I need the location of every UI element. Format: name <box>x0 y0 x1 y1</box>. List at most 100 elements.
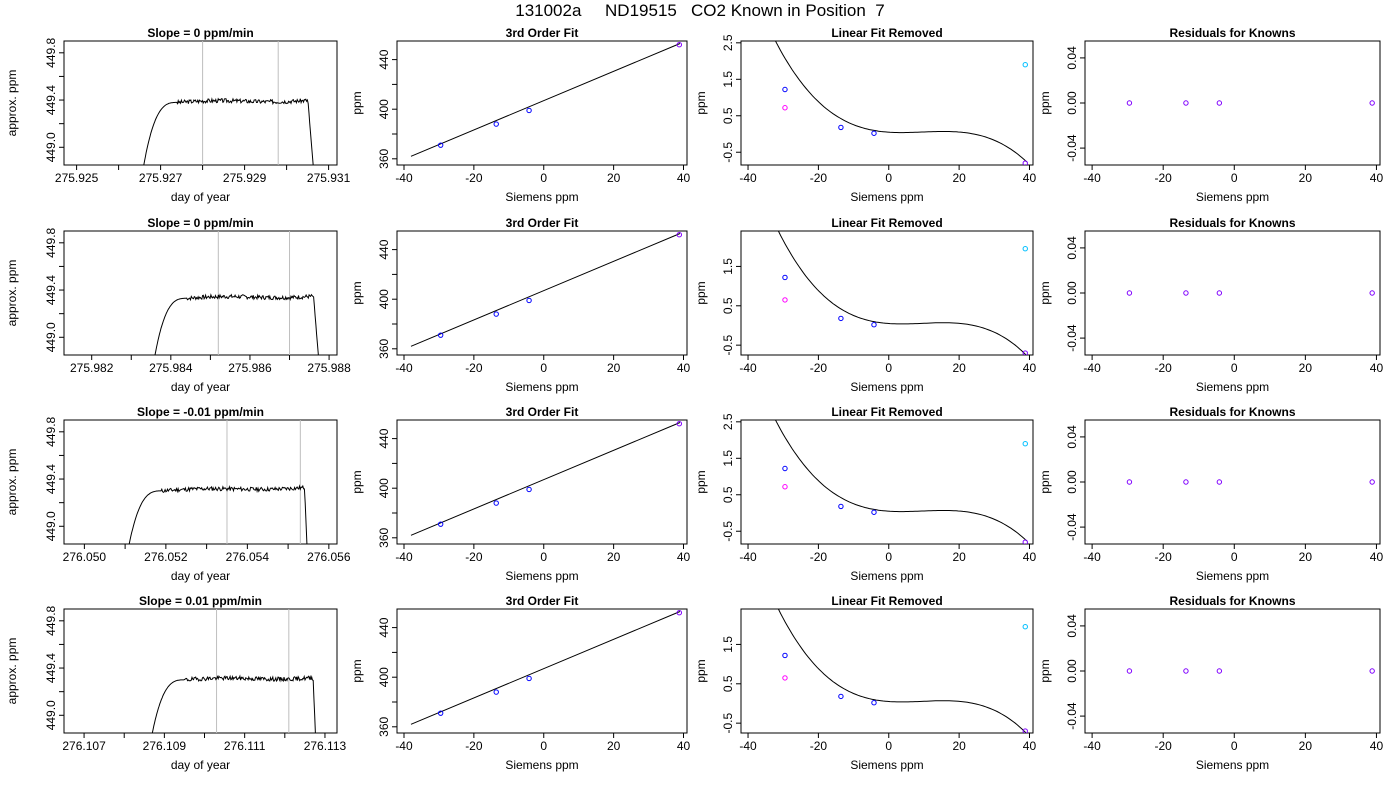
x-tick-label: 40 <box>1023 361 1037 375</box>
x-tick-label: 276.050 <box>63 550 107 564</box>
y-tick-label: 1.5 <box>721 71 735 88</box>
y-axis-label: ppm <box>350 659 364 682</box>
data-point <box>526 486 532 493</box>
x-tick-label: 40 <box>1023 171 1037 185</box>
y-tick-label: -0.5 <box>721 521 735 542</box>
data-point <box>838 503 844 510</box>
y-tick-label: 0.00 <box>1065 470 1079 494</box>
x-tick-label: 0 <box>885 550 892 564</box>
x-tick-label: 40 <box>1370 739 1384 753</box>
y-tick-label: 400 <box>377 478 391 498</box>
plot-frame <box>1084 40 1381 166</box>
x-tick-label: 40 <box>1023 739 1037 753</box>
plot-area <box>777 231 1028 355</box>
x-tick-label: 0 <box>540 171 547 185</box>
y-tick-label: 0.00 <box>1065 659 1079 683</box>
plot-area <box>410 232 683 347</box>
plot-frame <box>396 419 688 545</box>
y-tick-label: 449.8 <box>44 416 58 446</box>
y-axis-label: ppm <box>1038 91 1052 114</box>
y-tick-label: 449.8 <box>44 605 58 635</box>
plot-frame <box>396 608 688 734</box>
panel-title: 3rd Order Fit <box>506 216 579 230</box>
x-axis-label: Siemens ppm <box>1196 569 1269 583</box>
x-tick-label: -20 <box>810 739 828 753</box>
x-axis-label: day of year <box>171 569 230 583</box>
data-point <box>782 105 788 111</box>
x-axis-label: Siemens ppm <box>850 569 923 583</box>
panel-1-3: Linear Fit Removed -40 -20 0 20 40 -0.5 0.5 1.5 2… <box>694 26 1037 204</box>
x-tick-label: 20 <box>607 171 621 185</box>
data-point <box>437 521 444 527</box>
panel-title: 3rd Order Fit <box>506 26 579 40</box>
data-point <box>871 699 877 706</box>
y-tick-label: 440 <box>377 49 391 69</box>
panel-title: Linear Fit Removed <box>831 594 942 608</box>
x-tick-label: 276.111 <box>224 739 266 753</box>
data-point <box>1369 100 1375 106</box>
y-axis-label: approx. ppm <box>5 449 19 516</box>
data-point <box>1369 668 1375 674</box>
y-tick-label: 2.5 <box>721 34 735 51</box>
y-tick-label: -0.04 <box>1065 702 1079 730</box>
x-tick-label: 20 <box>952 739 966 753</box>
plot-area <box>774 41 1028 165</box>
y-tick-label: 0.04 <box>1065 614 1079 638</box>
x-tick-label: 0 <box>885 361 892 375</box>
data-point <box>437 332 444 338</box>
x-axis-label: Siemens ppm <box>505 569 578 583</box>
x-tick-label: 275.986 <box>228 361 272 375</box>
fit-line <box>410 43 681 157</box>
y-tick-label: -0.5 <box>721 712 735 733</box>
plot-frame <box>740 419 1034 545</box>
data-point <box>871 509 877 515</box>
x-tick-label: 275.984 <box>149 361 193 375</box>
data-point <box>1183 290 1189 296</box>
x-tick-label: 40 <box>1370 171 1384 185</box>
x-tick-label: -40 <box>395 739 413 753</box>
y-tick-label: 449.4 <box>44 85 58 115</box>
x-tick-label: 276.056 <box>307 550 351 564</box>
data-trace <box>128 484 308 544</box>
x-tick-label: -40 <box>739 550 757 564</box>
y-tick-label: 440 <box>377 239 391 259</box>
data-point <box>1022 160 1028 165</box>
data-point <box>782 465 788 472</box>
y-tick-label: 449.0 <box>44 700 58 730</box>
panel-title: Residuals for Knowns <box>1169 594 1295 608</box>
y-tick-label: -0.04 <box>1065 324 1079 352</box>
y-tick-label: -0.5 <box>721 142 735 163</box>
y-axis-label: ppm <box>694 281 708 304</box>
data-point <box>782 675 788 681</box>
x-tick-label: 20 <box>1299 171 1313 185</box>
x-tick-label: 275.982 <box>70 361 114 375</box>
panel-4-1: Slope = 0.01 ppm/min 276.107 276.109 276.11… <box>5 594 347 772</box>
x-tick-label: 20 <box>607 550 621 564</box>
y-tick-label: 400 <box>377 667 391 687</box>
x-axis-label: Siemens ppm <box>1196 190 1269 204</box>
plot-area <box>774 420 1028 544</box>
y-axis-label: approx. ppm <box>5 70 19 137</box>
data-point <box>838 315 844 322</box>
x-tick-label: 0 <box>1231 739 1238 753</box>
data-point <box>1022 539 1028 544</box>
y-axis-label: approx. ppm <box>5 260 19 327</box>
data-point <box>1183 479 1189 485</box>
panel-title: 3rd Order Fit <box>506 405 579 419</box>
y-tick-label: 1.5 <box>721 636 735 653</box>
data-point <box>1022 624 1028 630</box>
data-point <box>676 610 683 616</box>
x-axis-label: Siemens ppm <box>1196 380 1269 394</box>
data-point <box>676 232 683 238</box>
data-point <box>493 121 499 127</box>
data-point <box>1216 290 1223 296</box>
y-axis-label: approx. ppm <box>5 638 19 705</box>
plot-area <box>410 610 683 725</box>
x-axis-label: Siemens ppm <box>850 758 923 772</box>
x-tick-label: 40 <box>677 550 691 564</box>
plot-area <box>777 609 1028 733</box>
y-tick-label: 0.00 <box>1065 281 1079 305</box>
data-point <box>526 675 532 682</box>
y-tick-label: 0.5 <box>721 297 735 314</box>
data-point <box>1126 100 1133 106</box>
